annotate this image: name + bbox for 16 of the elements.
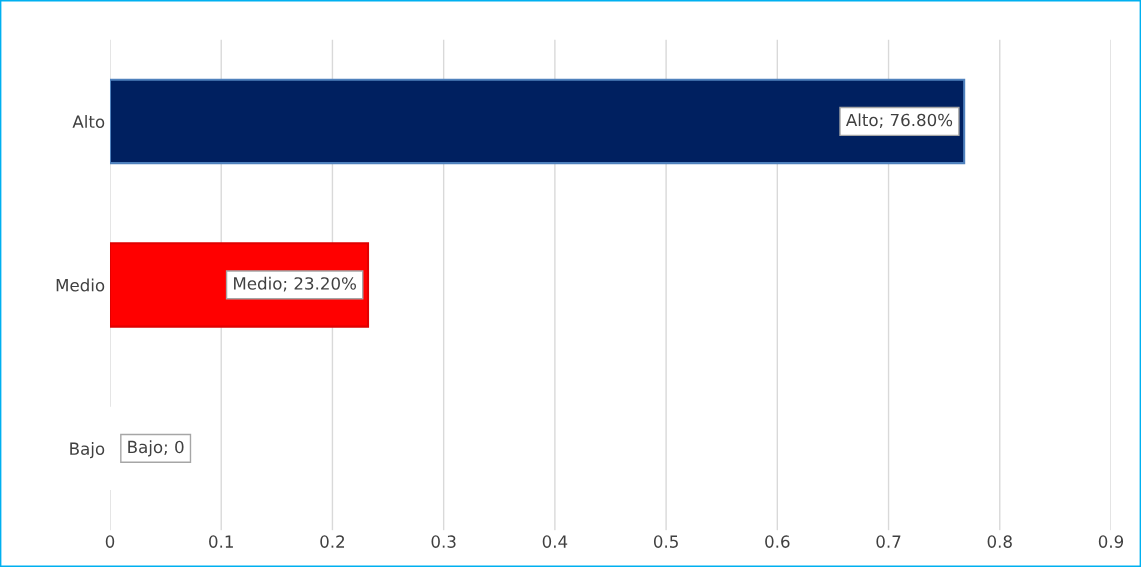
x-tick-label: 0.1 bbox=[209, 535, 233, 548]
data-label: Medio; 23.20% bbox=[234, 276, 356, 292]
x-tick-label: 0.7 bbox=[876, 535, 901, 548]
x-tick-label: 0.4 bbox=[542, 535, 568, 548]
y-tick-label: Medio bbox=[56, 278, 105, 292]
x-tick-label: 0.6 bbox=[765, 535, 790, 548]
x-tick-label: 0.3 bbox=[431, 535, 456, 548]
x-tick-label: 0.9 bbox=[1098, 535, 1124, 548]
x-tick-label: 0.5 bbox=[653, 535, 678, 548]
x-tick-label: 0 bbox=[105, 535, 115, 548]
data-label: Alto; 76.80% bbox=[845, 113, 953, 128]
y-tick-label: Bajo bbox=[70, 442, 105, 459]
data-label: Bajo; 0 bbox=[128, 440, 184, 457]
x-tick-label: 0.8 bbox=[987, 535, 1012, 548]
x-tick-label: 0.2 bbox=[320, 535, 345, 548]
y-tick-label: Alto bbox=[72, 115, 105, 128]
